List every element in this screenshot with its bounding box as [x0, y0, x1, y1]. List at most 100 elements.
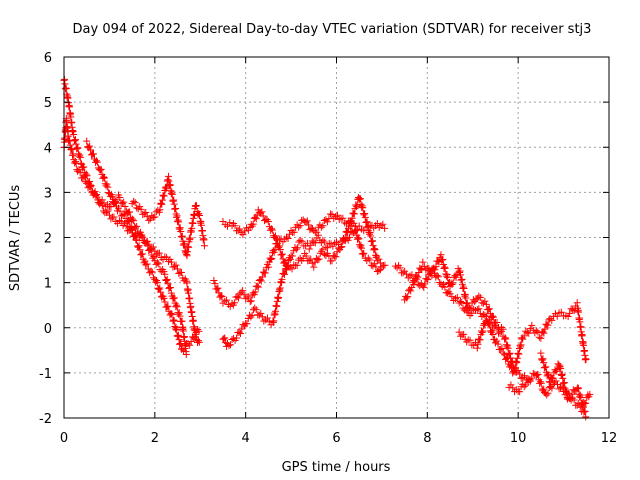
- data-point: [200, 236, 208, 244]
- data-point: [137, 251, 145, 259]
- data-point: [319, 236, 327, 244]
- data-point: [158, 196, 166, 204]
- data-point: [159, 191, 167, 199]
- data-point: [288, 265, 296, 273]
- data-point: [522, 381, 530, 389]
- series-track-c: [83, 137, 203, 355]
- data-point: [290, 228, 298, 236]
- data-point: [540, 385, 548, 393]
- data-point: [377, 222, 385, 230]
- data-point: [66, 141, 74, 149]
- data-point: [164, 302, 172, 310]
- data-point: [356, 195, 364, 203]
- data-point: [537, 379, 545, 387]
- data-point: [504, 344, 512, 352]
- data-point: [158, 200, 166, 208]
- data-point: [339, 214, 347, 222]
- y-tick-label: 4: [44, 141, 52, 156]
- data-point: [333, 211, 341, 219]
- data-point: [499, 325, 507, 333]
- data-point: [310, 263, 318, 271]
- data-point: [186, 341, 194, 349]
- data-point: [436, 278, 444, 286]
- data-point: [562, 386, 570, 394]
- data-point: [83, 137, 91, 145]
- data-point: [182, 351, 190, 359]
- data-point: [242, 295, 250, 303]
- data-point: [370, 245, 378, 253]
- data-point: [349, 209, 357, 217]
- data-point: [167, 289, 175, 297]
- data-point: [286, 263, 294, 271]
- data-point: [553, 312, 561, 320]
- data-point: [214, 284, 222, 292]
- data-point: [403, 294, 411, 302]
- data-point: [283, 266, 291, 274]
- data-point: [432, 263, 440, 271]
- data-point: [271, 232, 279, 240]
- data-point: [356, 243, 364, 251]
- data-point: [178, 232, 186, 240]
- data-point: [488, 312, 496, 320]
- data-point: [147, 246, 155, 254]
- data-point: [439, 255, 447, 263]
- data-point: [110, 213, 118, 221]
- data-point: [153, 279, 161, 287]
- data-point: [526, 325, 534, 333]
- data-point: [364, 223, 372, 231]
- data-point: [261, 269, 269, 277]
- series-track-j: [455, 299, 590, 377]
- y-axis-title: SDTVAR / TECUs: [8, 185, 23, 292]
- data-point: [173, 303, 181, 311]
- data-point: [78, 164, 86, 172]
- data-point: [194, 325, 202, 333]
- data-point: [223, 296, 231, 304]
- data-point: [361, 213, 369, 221]
- x-tick-label: 0: [60, 431, 68, 446]
- data-point: [441, 283, 449, 291]
- data-point: [441, 263, 449, 271]
- data-point: [176, 312, 184, 320]
- data-point: [130, 233, 138, 241]
- data-point: [251, 304, 259, 312]
- data-point: [485, 305, 493, 313]
- data-point: [505, 350, 513, 358]
- data-point: [493, 325, 501, 333]
- data-point: [87, 182, 95, 190]
- data-point: [176, 340, 184, 348]
- data-point: [82, 170, 90, 178]
- data-point: [330, 214, 338, 222]
- data-point: [399, 269, 407, 277]
- data-point: [375, 223, 383, 231]
- data-point: [544, 389, 552, 397]
- data-point: [195, 338, 203, 346]
- data-point: [481, 297, 489, 305]
- data-point: [124, 218, 132, 226]
- data-point: [344, 224, 352, 232]
- y-tick-label: -2: [39, 412, 52, 427]
- data-point: [70, 131, 78, 139]
- data-point: [576, 393, 584, 401]
- data-point: [86, 181, 94, 189]
- data-point: [504, 341, 512, 349]
- data-point: [236, 329, 244, 337]
- data-point: [319, 245, 327, 253]
- data-point: [127, 225, 135, 233]
- data-point: [431, 266, 439, 274]
- data-point: [222, 339, 230, 347]
- data-point: [357, 241, 365, 249]
- data-point: [428, 272, 436, 280]
- data-point: [70, 136, 78, 144]
- data-point: [310, 227, 318, 235]
- data-point: [514, 349, 522, 357]
- data-point: [174, 331, 182, 339]
- data-point: [221, 334, 229, 342]
- data-point: [221, 297, 229, 305]
- data-point: [460, 284, 468, 292]
- data-point: [392, 262, 400, 270]
- data-point: [559, 374, 567, 382]
- data-point: [263, 314, 271, 322]
- data-point: [460, 330, 468, 338]
- data-point: [307, 255, 315, 263]
- data-point: [170, 317, 178, 325]
